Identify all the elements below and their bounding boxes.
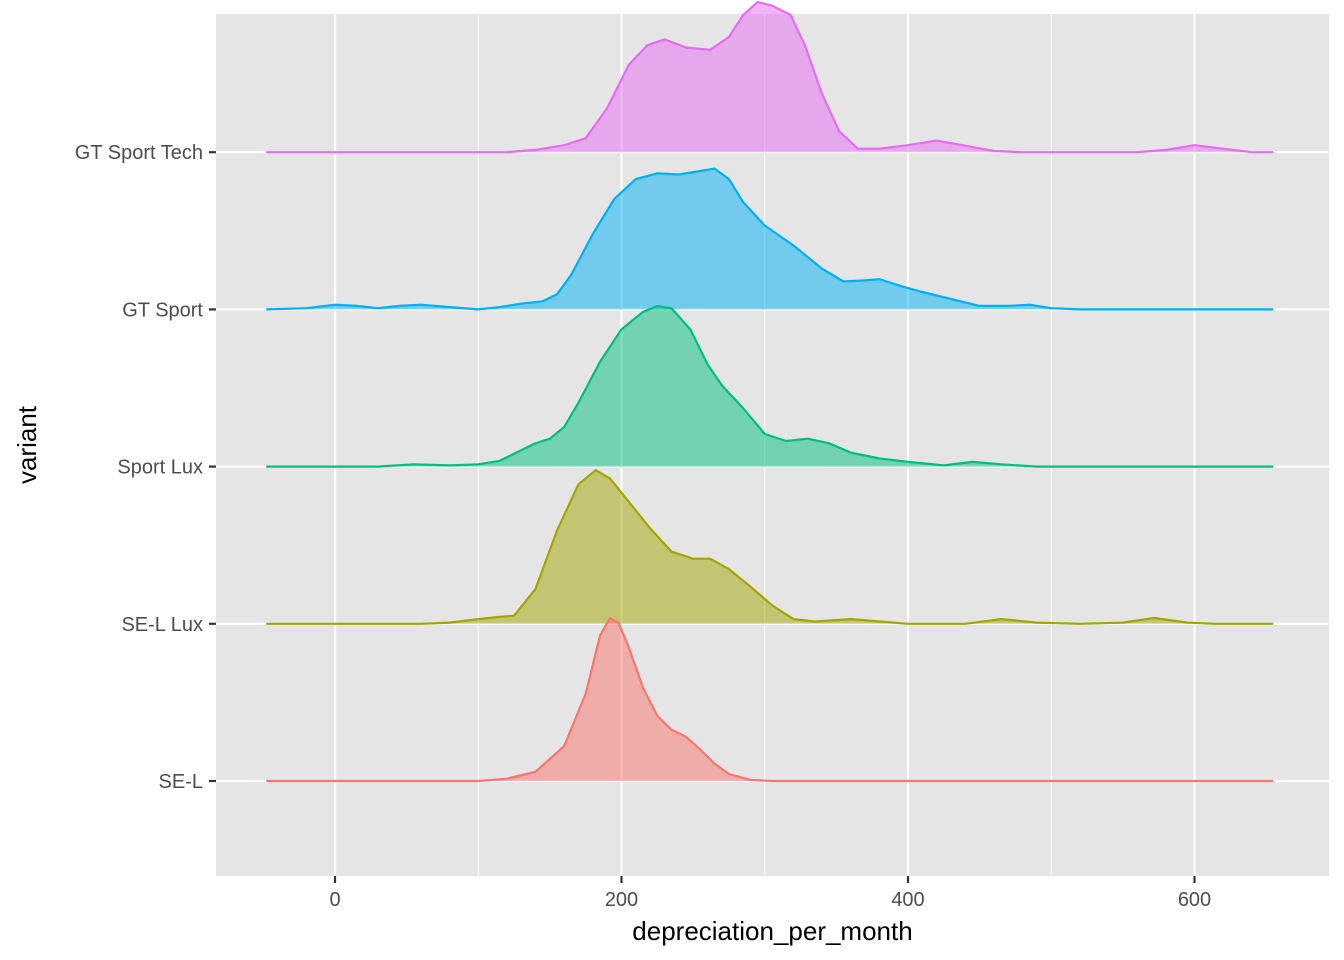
ridge-outline — [266, 1, 1274, 154]
ridge-fill — [266, 2, 1274, 153]
y-tick-label: Sport Lux — [117, 457, 203, 479]
x-tick-label: 400 — [891, 889, 924, 911]
ridge-fill — [266, 168, 1274, 310]
x-tick-label: 0 — [329, 889, 340, 911]
y-tick-label: SE-L Lux — [121, 614, 203, 636]
ridge-gt-sport — [266, 167, 1274, 311]
x-tick-label: 600 — [1178, 889, 1211, 911]
ridge-sport-lux — [266, 305, 1274, 468]
y-tick-label: GT Sport — [122, 299, 203, 321]
x-axis-title: depreciation_per_month — [632, 916, 912, 946]
ridge-outline — [266, 469, 1274, 625]
x-tick-label: 200 — [605, 889, 638, 911]
y-axis: SE-L SE-L Lux Sport Lux GT Sport GT Sport Te… — [75, 142, 216, 793]
ridge-se-l-lux — [266, 469, 1274, 625]
x-axis: 0 200 400 600 — [329, 876, 1211, 911]
ridge-se-l — [266, 617, 1274, 783]
y-tick-label: GT Sport Tech — [75, 142, 203, 164]
ridge-outline — [266, 167, 1274, 311]
density-ridges — [266, 1, 1274, 783]
ridge-outline — [266, 305, 1274, 468]
y-axis-title: variant — [12, 405, 42, 484]
ridge-gt-sport-tech — [266, 1, 1274, 154]
ridge-outline — [266, 617, 1274, 783]
y-tick-label: SE-L — [159, 771, 203, 793]
